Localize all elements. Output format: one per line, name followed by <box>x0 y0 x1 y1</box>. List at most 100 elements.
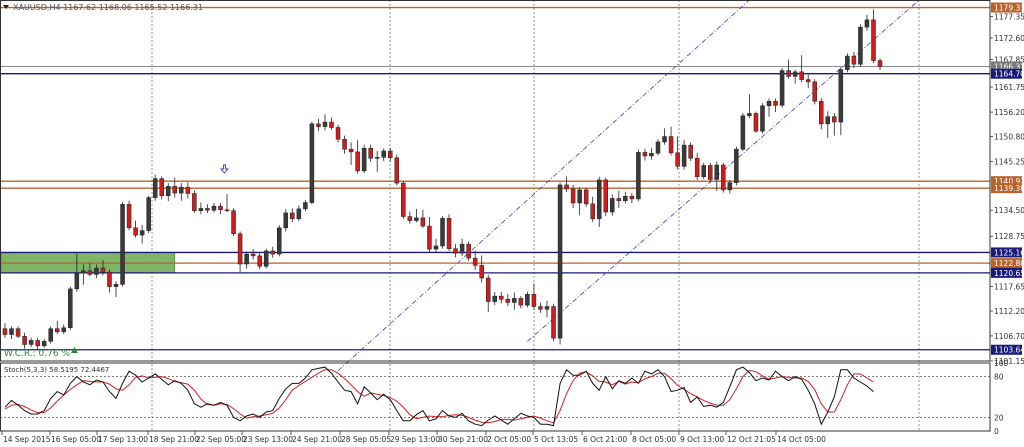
candle <box>166 183 171 202</box>
candle-body <box>596 179 602 220</box>
candle <box>603 177 609 217</box>
chart-frame <box>0 0 991 432</box>
level-price-tag <box>991 68 1022 79</box>
candle <box>681 140 687 170</box>
candle <box>492 292 497 306</box>
candle-body <box>446 218 452 249</box>
candle <box>792 69 798 84</box>
candle <box>22 332 27 349</box>
candle <box>446 214 452 251</box>
candle-body <box>707 165 713 180</box>
candle-body <box>662 136 667 143</box>
candle <box>616 190 622 208</box>
candle-body <box>832 116 837 123</box>
candle <box>747 94 752 118</box>
candle-body <box>120 204 125 285</box>
candle-body <box>205 208 210 211</box>
candle-body <box>838 69 844 123</box>
candle-body <box>277 227 282 255</box>
price-tick-label: 1150.80 <box>994 133 1024 142</box>
candle-body <box>427 225 432 250</box>
stoch-tick-label: 0 <box>994 427 999 436</box>
candle <box>629 193 635 203</box>
candle-body <box>244 253 249 265</box>
candle-body <box>433 245 439 250</box>
candle-body <box>316 123 321 127</box>
stoch-tick-label: 20 <box>994 413 1004 422</box>
candle <box>211 202 217 213</box>
candle-body <box>15 328 21 337</box>
level-price-tag-label: 1164.70 <box>994 70 1024 79</box>
candle-body <box>94 267 99 275</box>
candle <box>146 195 151 234</box>
candle-body <box>420 217 426 227</box>
candle-body <box>485 277 491 302</box>
candle <box>277 225 282 257</box>
level-price-tag-label: 1122.80 <box>994 259 1024 268</box>
time-tick-label: 22 Sep 05:00 <box>196 435 246 444</box>
candle-body <box>623 195 628 201</box>
level-price-tag <box>991 176 1022 187</box>
level-price-tag-label: 1120.65 <box>994 269 1024 278</box>
candle <box>825 111 831 138</box>
candle-body <box>819 101 824 125</box>
candle-body <box>348 148 354 153</box>
price-tick-label: 1156.20 <box>994 108 1024 117</box>
candle <box>9 326 14 340</box>
candle <box>512 292 517 310</box>
candle-body <box>231 210 236 234</box>
candle <box>675 136 680 170</box>
candle <box>453 244 458 258</box>
candle <box>139 225 145 244</box>
candle-body <box>753 113 759 132</box>
candle-body <box>401 182 406 217</box>
time-tick-label: 9 Oct 13:00 <box>680 435 724 444</box>
candle <box>361 144 367 174</box>
candle <box>564 176 569 193</box>
candle-body <box>453 248 458 254</box>
candle-body <box>329 121 334 128</box>
candle <box>41 339 47 349</box>
channel-line[interactable] <box>337 0 750 372</box>
level-price-tag <box>991 267 1022 278</box>
candle-body <box>459 243 465 254</box>
candle-body <box>871 19 876 61</box>
candle-body <box>250 253 256 257</box>
candle <box>590 196 595 222</box>
indicator-label: Stoch(5,3,3) 58.5195 72.4467 <box>4 366 109 374</box>
candle-body <box>694 157 700 178</box>
candle-body <box>629 195 635 200</box>
candle-body <box>740 115 746 150</box>
price-tick-label: 1145.25 <box>994 158 1024 167</box>
candle <box>877 58 883 71</box>
candle-body <box>407 216 413 221</box>
candle-body <box>224 209 230 212</box>
candle-body <box>335 127 341 140</box>
candle-body <box>792 71 798 77</box>
candle <box>198 202 204 215</box>
candle-body <box>48 328 53 342</box>
candle <box>192 190 197 213</box>
candle <box>126 200 132 231</box>
candle-body <box>2 328 8 335</box>
candle-body <box>636 152 641 200</box>
candle <box>152 174 158 201</box>
candle-body <box>113 284 119 287</box>
candle <box>838 67 844 136</box>
candle-body <box>864 19 870 28</box>
candle <box>525 291 530 308</box>
candle-body <box>28 340 34 345</box>
candle-body <box>263 250 269 267</box>
candle <box>329 117 334 130</box>
candle <box>414 208 419 223</box>
dropdown-triangle-icon[interactable] <box>3 5 9 9</box>
level-price-tag <box>991 61 1022 72</box>
candle <box>74 253 80 292</box>
candle <box>257 253 262 269</box>
candle-body <box>22 336 27 345</box>
candle-body <box>440 218 445 247</box>
stoch-pane-border <box>0 362 991 432</box>
candle-body <box>159 178 164 197</box>
candle-body <box>845 55 850 70</box>
